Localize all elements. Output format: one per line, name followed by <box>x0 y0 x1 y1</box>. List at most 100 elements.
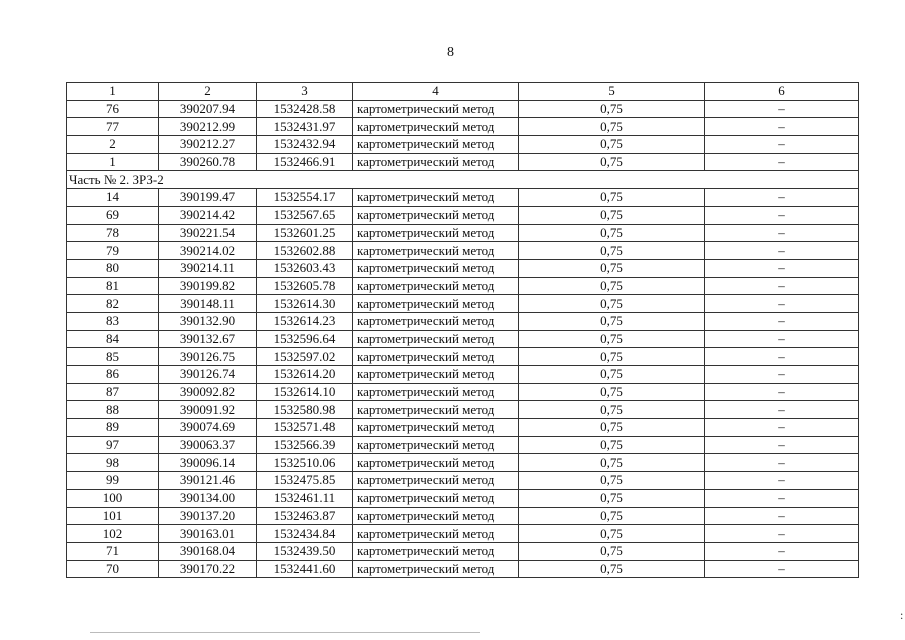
note-cell: – <box>704 453 859 473</box>
table-row: 14 390199.47 1532554.17 картометрический ме… <box>66 188 859 207</box>
point-number-cell: 14 <box>66 188 159 207</box>
note-cell: – <box>704 99 859 119</box>
note-cell: – <box>704 188 859 207</box>
table-row: 79 390214.02 1532602.88 картометрический ме… <box>66 241 859 260</box>
point-number-cell: 88 <box>66 400 159 420</box>
section-row: Часть № 2. ЗРЗ-2 <box>66 170 859 190</box>
point-number-cell: 100 <box>66 488 159 508</box>
point-number-cell: 79 <box>66 241 159 260</box>
point-number-cell: 86 <box>66 365 159 384</box>
method-cell: картометрический метод <box>352 382 519 402</box>
y-coordinate-cell: 1532439.50 <box>256 541 353 561</box>
x-coordinate-cell: 390214.11 <box>158 258 257 278</box>
point-number-cell: 101 <box>66 506 159 526</box>
accuracy-cell: 0,75 <box>518 435 705 455</box>
note-cell: – <box>704 435 859 455</box>
table-row: 88 390091.92 1532580.98 картометрический ме… <box>66 400 859 420</box>
note-cell: – <box>704 365 859 384</box>
table-row: 84 390132.67 1532596.64 картометрический ме… <box>66 329 859 349</box>
method-cell: картометрический метод <box>352 347 519 366</box>
note-cell: – <box>704 294 859 313</box>
x-coordinate-cell: 390199.47 <box>158 188 257 207</box>
x-coordinate-cell: 390092.82 <box>158 382 257 402</box>
point-number-cell: 1 <box>66 152 159 172</box>
method-cell: картометрический метод <box>352 559 519 579</box>
note-cell: – <box>704 258 859 278</box>
y-coordinate-cell: 1532614.20 <box>256 365 353 384</box>
y-coordinate-cell: 1532602.88 <box>256 241 353 260</box>
point-number-cell: 70 <box>66 559 159 579</box>
y-coordinate-cell: 1532605.78 <box>256 276 353 296</box>
accuracy-cell: 0,75 <box>518 258 705 278</box>
accuracy-cell: 0,75 <box>518 488 705 508</box>
point-number-cell: 85 <box>66 347 159 366</box>
header-cell: 3 <box>256 82 353 101</box>
x-coordinate-cell: 390096.14 <box>158 453 257 473</box>
table-row: 98 390096.14 1532510.06 картометрический ме… <box>66 453 859 473</box>
y-coordinate-cell: 1532596.64 <box>256 329 353 349</box>
table-row: 78 390221.54 1532601.25 картометрический ме… <box>66 223 859 243</box>
table-row: 85 390126.75 1532597.02 картометрический ме… <box>66 347 859 366</box>
scan-artifact-mark: : <box>900 608 904 622</box>
note-cell: – <box>704 223 859 243</box>
point-number-cell: 84 <box>66 329 159 349</box>
note-cell: – <box>704 524 859 543</box>
accuracy-cell: 0,75 <box>518 117 705 137</box>
note-cell: – <box>704 241 859 260</box>
table-row: 89 390074.69 1532571.48 картометрический ме… <box>66 418 859 437</box>
method-cell: картометрический метод <box>352 205 519 225</box>
note-cell: – <box>704 488 859 508</box>
page-number: 8 <box>447 45 454 60</box>
note-cell: – <box>704 382 859 402</box>
accuracy-cell: 0,75 <box>518 453 705 473</box>
y-coordinate-cell: 1532428.58 <box>256 99 353 119</box>
accuracy-cell: 0,75 <box>518 188 705 207</box>
table-row: 97 390063.37 1532566.39 картометрический ме… <box>66 435 859 455</box>
accuracy-cell: 0,75 <box>518 471 705 490</box>
x-coordinate-cell: 390132.90 <box>158 311 257 331</box>
table-body: 1 2 3 4 5 6 76 390207.94 1532428.58 картоме… <box>66 82 859 579</box>
method-cell: картометрический метод <box>352 471 519 490</box>
method-cell: картометрический метод <box>352 311 519 331</box>
method-cell: картометрический метод <box>352 506 519 526</box>
y-coordinate-cell: 1532567.65 <box>256 205 353 225</box>
note-cell: – <box>704 347 859 366</box>
x-coordinate-cell: 390126.75 <box>158 347 257 366</box>
x-coordinate-cell: 390168.04 <box>158 541 257 561</box>
table-row: 99 390121.46 1532475.85 картометрический ме… <box>66 471 859 490</box>
table-row: 70 390170.22 1532441.60 картометрический ме… <box>66 559 859 579</box>
x-coordinate-cell: 390214.42 <box>158 205 257 225</box>
table-row: 2 390212.27 1532432.94 картометрический мет… <box>66 135 859 154</box>
note-cell: – <box>704 311 859 331</box>
x-coordinate-cell: 390063.37 <box>158 435 257 455</box>
x-coordinate-cell: 390132.67 <box>158 329 257 349</box>
point-number-cell: 98 <box>66 453 159 473</box>
accuracy-cell: 0,75 <box>518 347 705 366</box>
table-row: 1 390260.78 1532466.91 картометрический мет… <box>66 152 859 172</box>
y-coordinate-cell: 1532601.25 <box>256 223 353 243</box>
accuracy-cell: 0,75 <box>518 99 705 119</box>
y-coordinate-cell: 1532441.60 <box>256 559 353 579</box>
point-number-cell: 71 <box>66 541 159 561</box>
accuracy-cell: 0,75 <box>518 311 705 331</box>
method-cell: картометрический метод <box>352 524 519 543</box>
note-cell: – <box>704 418 859 437</box>
accuracy-cell: 0,75 <box>518 418 705 437</box>
point-number-cell: 81 <box>66 276 159 296</box>
accuracy-cell: 0,75 <box>518 541 705 561</box>
header-cell: 1 <box>66 82 159 101</box>
x-coordinate-cell: 390091.92 <box>158 400 257 420</box>
point-number-cell: 97 <box>66 435 159 455</box>
x-coordinate-cell: 390148.11 <box>158 294 257 313</box>
accuracy-cell: 0,75 <box>518 365 705 384</box>
x-coordinate-cell: 390170.22 <box>158 559 257 579</box>
method-cell: картометрический метод <box>352 418 519 437</box>
x-coordinate-cell: 390126.74 <box>158 365 257 384</box>
header-cell: 2 <box>158 82 257 101</box>
point-number-cell: 99 <box>66 471 159 490</box>
y-coordinate-cell: 1532463.87 <box>256 506 353 526</box>
method-cell: картометрический метод <box>352 152 519 172</box>
header-cell: 6 <box>704 82 859 101</box>
table-row: 87 390092.82 1532614.10 картометрический ме… <box>66 382 859 402</box>
x-coordinate-cell: 390212.27 <box>158 135 257 154</box>
